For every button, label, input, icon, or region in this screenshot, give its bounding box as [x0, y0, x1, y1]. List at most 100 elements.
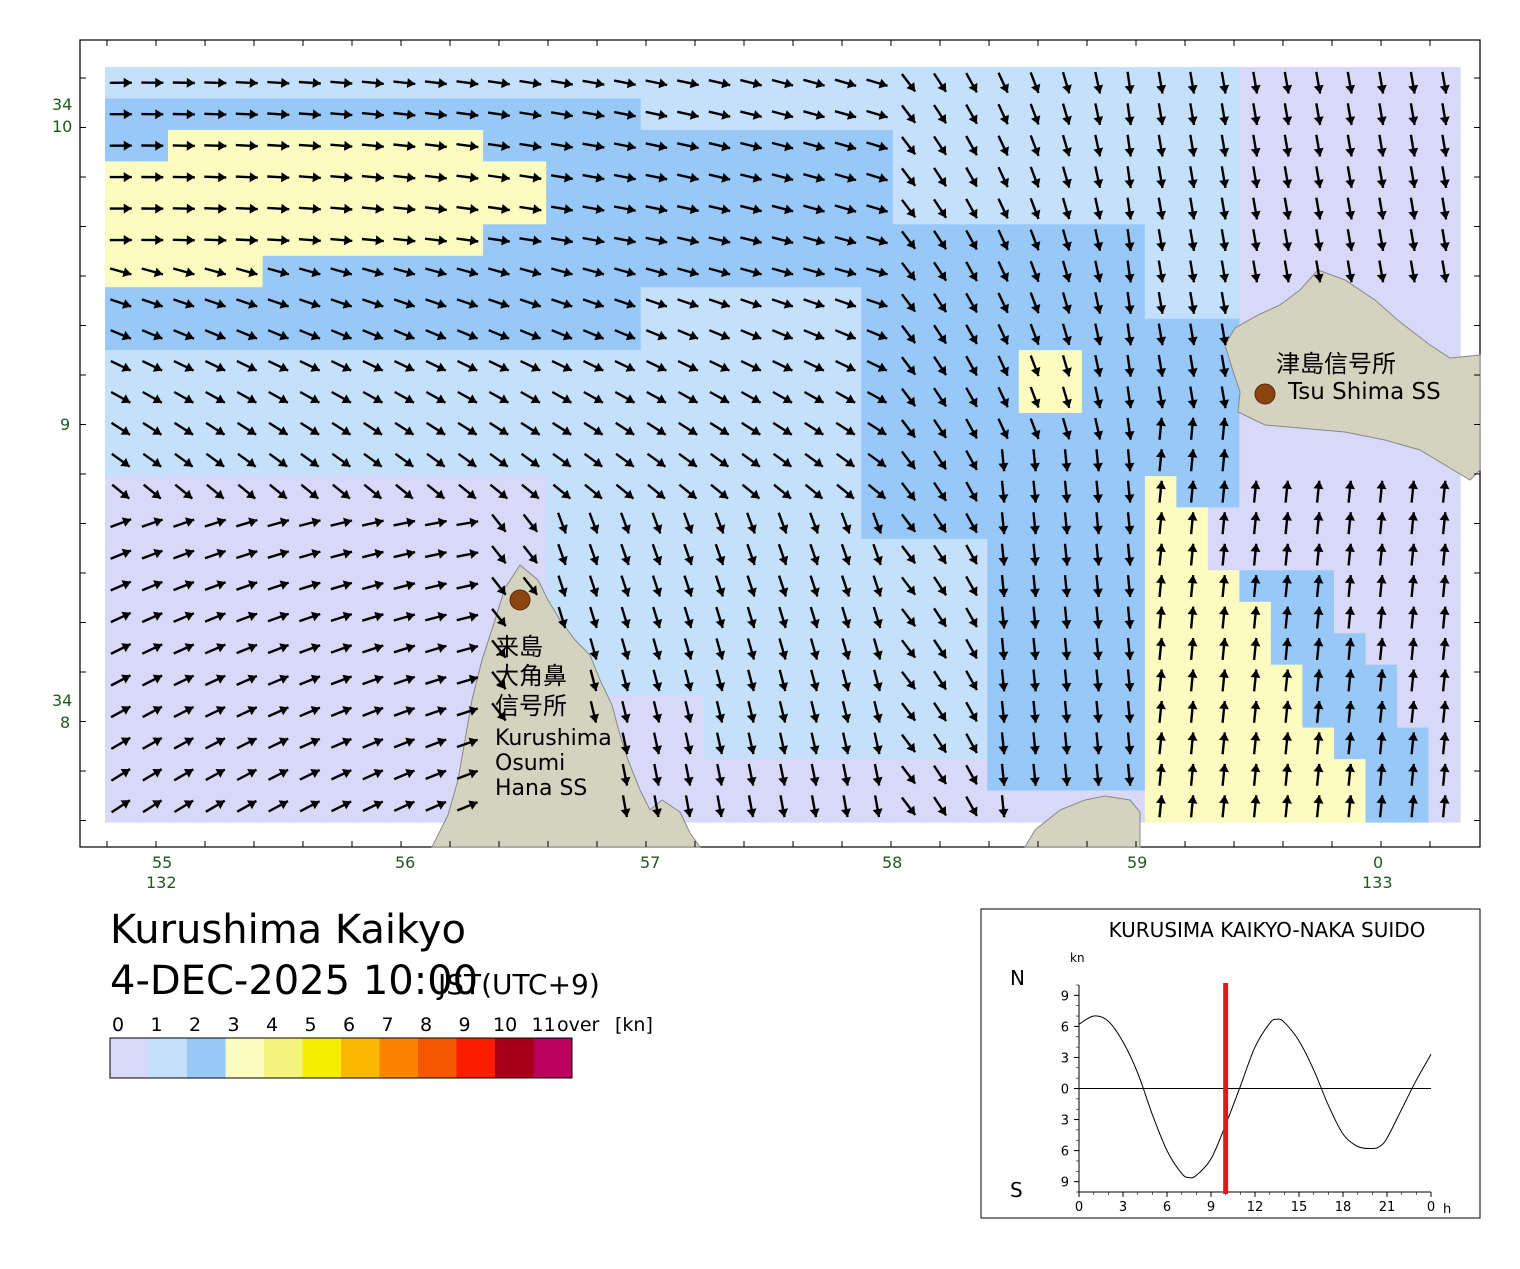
current-arrow: [932, 104, 948, 125]
land-areas: [431, 269, 1481, 848]
current-arrow: [1376, 197, 1387, 220]
current-arrow: [394, 390, 415, 404]
current-arrow: [645, 204, 668, 215]
current-arrow: [487, 267, 510, 278]
current-arrow: [614, 298, 636, 309]
current-arrow: [109, 109, 132, 120]
current-arrow: [267, 203, 290, 214]
current-arrow: [458, 483, 477, 500]
current-arrow: [804, 483, 824, 500]
current-arrow: [965, 607, 978, 628]
current-arrow: [809, 575, 820, 597]
current-arrow: [771, 298, 794, 309]
current-arrow: [204, 267, 227, 278]
current-arrow: [740, 173, 762, 183]
current-arrow: [456, 141, 479, 151]
current-arrow: [1219, 480, 1229, 503]
current-arrow: [236, 360, 258, 372]
current-arrow: [932, 576, 948, 596]
current-arrow: [488, 421, 509, 436]
current-arrow: [395, 483, 414, 500]
current-arrow: [866, 78, 888, 89]
current-arrow: [557, 606, 568, 629]
current-arrow: [393, 329, 415, 341]
legend-label: 3: [228, 1014, 240, 1036]
chart-frame: [980, 908, 1481, 1219]
current-arrow: [110, 580, 132, 592]
current-arrow: [1092, 512, 1103, 535]
current-arrow: [204, 329, 226, 341]
current-arrow: [141, 360, 163, 372]
current-arrow: [173, 580, 195, 592]
current-arrow: [900, 608, 917, 628]
current-arrow: [557, 543, 568, 566]
current-arrow: [1282, 512, 1292, 535]
current-arrow: [803, 298, 825, 309]
current-arrow: [900, 387, 917, 407]
current-arrow: [174, 483, 194, 500]
chart-y-tick-label: 9: [1061, 989, 1069, 1004]
current-arrow: [835, 390, 856, 404]
lat-10-label: 10: [52, 117, 72, 136]
current-arrow: [582, 204, 605, 214]
current-arrow: [582, 298, 605, 309]
current-arrow: [487, 141, 510, 151]
current-arrow: [1345, 260, 1356, 283]
current-arrow: [866, 235, 888, 246]
chart-north-label: N: [1010, 966, 1025, 990]
current-arrow: [1345, 480, 1355, 503]
current-arrow: [676, 141, 699, 152]
current-arrow: [331, 452, 352, 468]
current-arrow: [613, 267, 636, 278]
current-arrow: [998, 543, 1009, 566]
current-arrow: [900, 136, 917, 156]
current-arrow: [997, 418, 1009, 440]
current-arrow: [1282, 103, 1293, 126]
current-arrow: [834, 235, 857, 246]
current-arrow: [551, 360, 573, 372]
current-arrow: [361, 611, 384, 622]
current-arrow: [1061, 449, 1072, 472]
current-arrow: [645, 78, 668, 89]
current-arrow: [1187, 543, 1198, 566]
current-arrow: [361, 549, 384, 559]
current-arrow: [237, 452, 257, 468]
current-arrow: [1029, 197, 1041, 220]
current-arrow: [1219, 449, 1229, 472]
current-arrow: [866, 390, 888, 404]
current-arrow: [866, 329, 888, 341]
current-arrow: [1250, 480, 1261, 503]
current-arrow: [1124, 197, 1135, 220]
current-arrow: [1250, 574, 1261, 598]
current-arrow: [866, 172, 888, 183]
current-arrow: [267, 298, 290, 309]
current-arrow: [809, 512, 820, 534]
current-arrow: [1029, 71, 1041, 94]
current-arrow: [1187, 71, 1198, 94]
current-arrow: [519, 204, 542, 214]
current-arrow: [965, 450, 978, 471]
current-arrow: [1124, 543, 1135, 566]
current-arrow: [172, 267, 195, 278]
current-arrow: [1061, 480, 1072, 503]
current-arrow: [965, 324, 978, 345]
current-arrow: [683, 606, 694, 629]
legend-label: 8: [420, 1014, 432, 1036]
current-arrow: [236, 298, 258, 309]
current-arrow: [361, 580, 384, 591]
current-arrow: [900, 356, 917, 376]
legend-label: 4: [266, 1014, 278, 1036]
current-arrow: [173, 390, 194, 404]
legend-swatch: [110, 1038, 149, 1078]
current-arrow: [110, 611, 132, 624]
current-arrow: [771, 78, 794, 89]
current-arrow: [900, 450, 917, 470]
current-arrow: [708, 235, 731, 246]
chart-y-tick-label: 0: [1061, 1083, 1069, 1098]
current-arrow: [1156, 291, 1167, 315]
chart-ylabel: kn: [1070, 951, 1085, 965]
current-arrow: [1092, 449, 1103, 472]
current-arrow: [1156, 134, 1167, 157]
current-arrow: [676, 204, 699, 215]
current-arrow: [521, 483, 540, 500]
